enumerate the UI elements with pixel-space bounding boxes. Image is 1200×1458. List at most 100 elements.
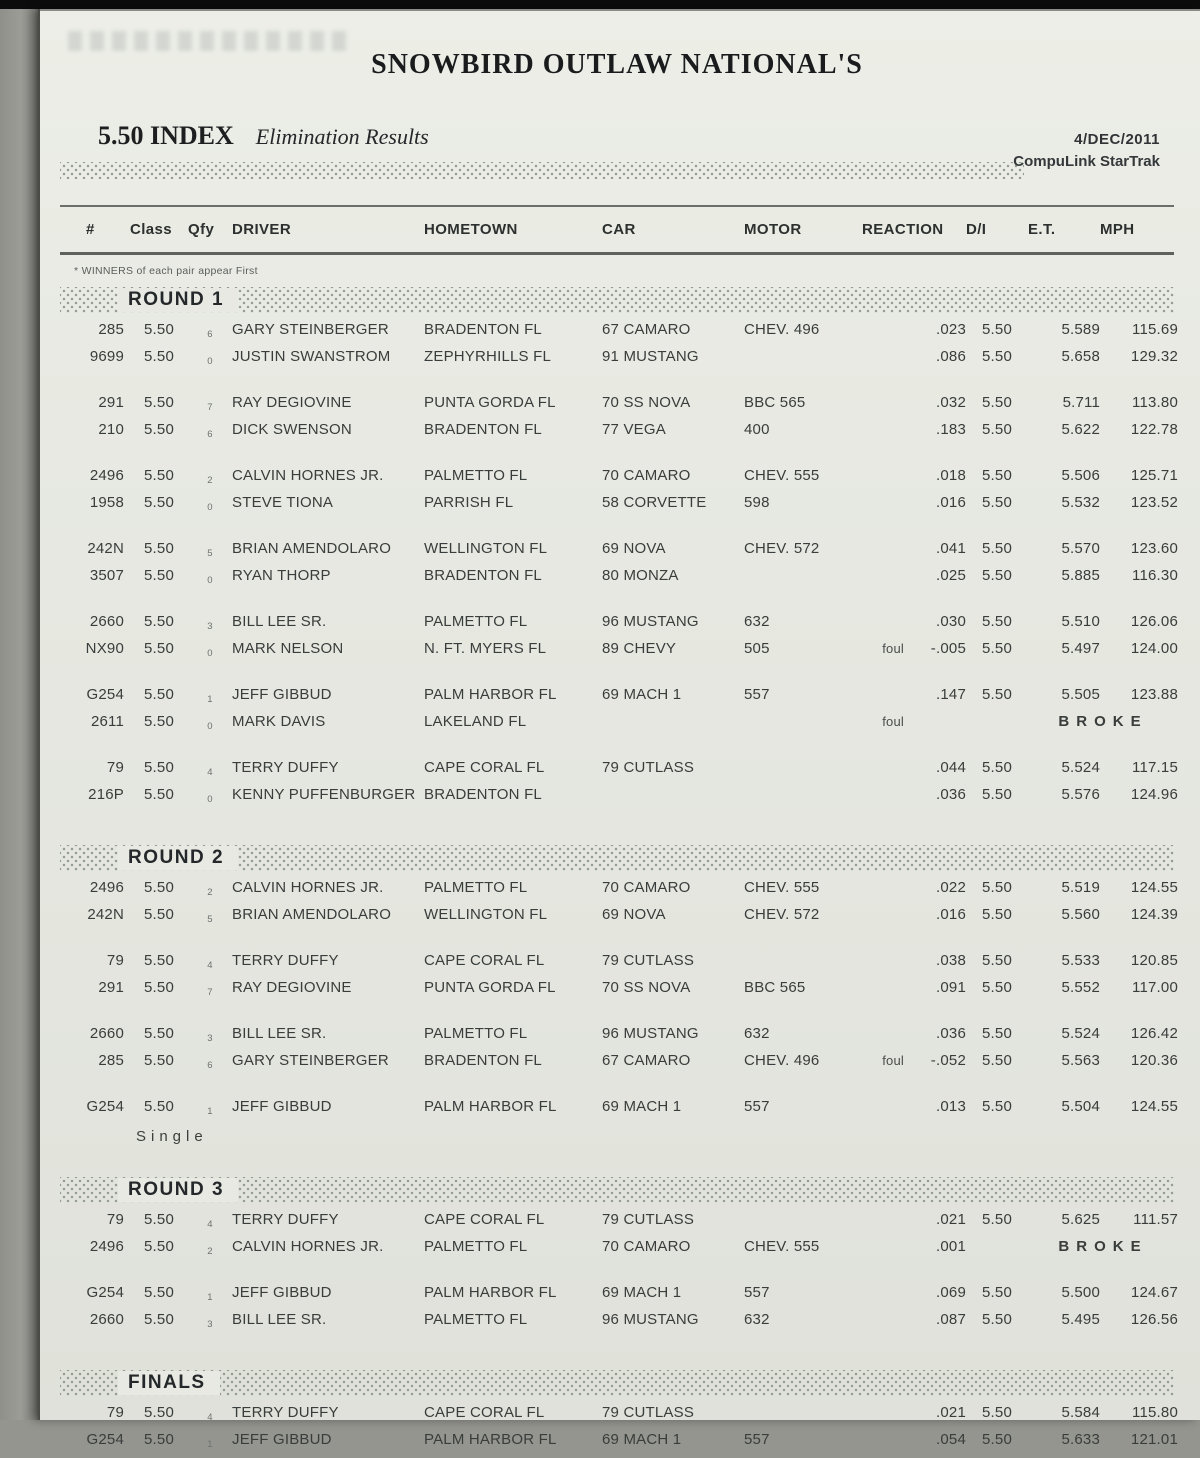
qualify-position: 6	[207, 429, 213, 440]
hometown: BRADENTON FL	[424, 786, 542, 803]
speed-mph: 125.71	[1130, 467, 1178, 484]
result-row: 79 5.50 4 TERRY DUFFY CAPE CORAL FL 79 CUTLAS…	[60, 1211, 1178, 1238]
car-number: 210	[98, 421, 124, 438]
hometown: PALMETTO FL	[424, 1025, 528, 1042]
speed-mph: 124.55	[1130, 1098, 1178, 1115]
car-number: 79	[106, 1404, 124, 1421]
elapsed-time: 5.658	[1061, 348, 1100, 365]
car-model: 79 CUTLASS	[602, 759, 695, 776]
class-value: 5.50	[144, 1025, 174, 1042]
hometown: ZEPHYRHILLS FL	[424, 348, 552, 365]
driver-name: JUSTIN SWANSTROM	[232, 348, 391, 365]
qualify-position: 3	[207, 621, 213, 632]
hometown: CAPE CORAL FL	[424, 1211, 545, 1228]
car-number: 216P	[88, 786, 124, 803]
hometown: LAKELAND FL	[424, 713, 527, 730]
car-model: 69 NOVA	[602, 540, 666, 557]
single-bye-note: Single	[136, 1128, 208, 1145]
col-header-et: E.T.	[1028, 221, 1056, 238]
dial-in: 5.50	[982, 1404, 1012, 1421]
elapsed-time: 5.563	[1061, 1052, 1100, 1069]
car-number: G254	[86, 1431, 124, 1448]
results-sections: ROUND 1 285 5.50 6 GARY STEINBERGER BRADENTON…	[60, 287, 1178, 1458]
result-row: 2660 5.50 3 BILL LEE SR. PALMETTO FL 96 MUSTA…	[60, 1025, 1178, 1052]
motor-size: 557	[744, 1098, 770, 1115]
race-pair: 291 5.50 7 RAY DEGIOVINE PUNTA GORDA FL 70 SS…	[60, 394, 1177, 448]
dial-in: 5.50	[982, 1211, 1012, 1228]
class-value: 5.50	[144, 540, 174, 557]
class-value: 5.50	[144, 1211, 174, 1228]
qualify-position: 4	[207, 767, 213, 778]
round-section: FINALS 79 5.50 4 TERRY DUFFY CAPE CORAL FL 79 …	[60, 1370, 1178, 1458]
car-model: 69 MACH 1	[602, 686, 682, 703]
hometown: BRADENTON FL	[424, 421, 542, 438]
hometown: PUNTA GORDA FL	[424, 979, 556, 996]
car-number: G254	[86, 1284, 124, 1301]
hometown: PALMETTO FL	[424, 467, 528, 484]
dial-in: 5.50	[982, 879, 1012, 896]
car-number: G254	[86, 686, 124, 703]
qualify-position: 0	[207, 356, 213, 367]
car-number: 242N	[87, 540, 124, 557]
qualify-position: 0	[207, 794, 213, 805]
motor-size: 632	[744, 1311, 770, 1328]
car-number: 2496	[89, 467, 124, 484]
elapsed-time: BROKE	[1058, 713, 1148, 730]
car-model: 96 MUSTANG	[602, 1025, 699, 1042]
elapsed-time: 5.622	[1061, 421, 1100, 438]
reaction-time: .069	[936, 1284, 966, 1301]
driver-name: STEVE TIONA	[232, 494, 334, 511]
reaction-time: .091	[936, 979, 966, 996]
car-model: 79 CUTLASS	[602, 952, 695, 969]
hometown: PALMETTO FL	[424, 613, 528, 630]
elapsed-time: 5.524	[1061, 1025, 1100, 1042]
dial-in: 5.50	[982, 421, 1012, 438]
reaction-time: -.052	[930, 1052, 966, 1069]
result-row: 291 5.50 7 RAY DEGIOVINE PUNTA GORDA FL 70 SS…	[60, 394, 1177, 421]
reaction-time: .030	[936, 613, 966, 630]
race-pair: G254 5.50 1 JEFF GIBBUD PALM HARBOR FL 69 MAC…	[60, 1098, 1178, 1145]
result-row: 79 5.50 4 TERRY DUFFY CAPE CORAL FL 79 CUTLAS…	[60, 952, 1178, 979]
col-header-mph: MPH	[1100, 221, 1135, 238]
elapsed-time: 5.505	[1061, 686, 1100, 703]
result-row: G254 5.50 1 JEFF GIBBUD PALM HARBOR FL 69 MAC…	[60, 1098, 1178, 1125]
speed-mph: 122.78	[1130, 421, 1178, 438]
car-number: 2496	[89, 1238, 124, 1255]
round-header-band: ROUND 3	[60, 1177, 1174, 1203]
hometown: BRADENTON FL	[424, 567, 542, 584]
motor-size: 632	[744, 1025, 770, 1042]
reaction-time: .021	[936, 1404, 966, 1421]
race-pair: G254 5.50 1 JEFF GIBBUD PALM HARBOR FL 69 MAC…	[60, 686, 1178, 740]
qualify-position: 6	[207, 329, 213, 340]
elapsed-time: 5.500	[1061, 1284, 1100, 1301]
result-row: 2496 5.50 2 CALVIN HORNES JR. PALMETTO FL 70 …	[60, 467, 1178, 494]
qualify-position: 0	[207, 721, 213, 732]
motor-size: CHEV. 496	[744, 321, 820, 338]
header-rule-bottom	[60, 252, 1174, 255]
race-pair: 242N 5.50 5 BRIAN AMENDOLARO WELLINGTON FL 69…	[60, 540, 1177, 594]
car-model: 70 SS NOVA	[602, 394, 691, 411]
race-pair: 79 5.50 4 TERRY DUFFY CAPE CORAL FL 79 CUTLAS…	[60, 759, 1178, 813]
race-pair: 2660 5.50 3 BILL LEE SR. PALMETTO FL 96 MUSTA…	[60, 1025, 1178, 1079]
class-value: 5.50	[144, 394, 174, 411]
qualify-position: 1	[207, 1292, 213, 1303]
col-header-reaction: REACTION	[862, 221, 944, 238]
elapsed-time: 5.576	[1061, 786, 1100, 803]
reaction-time: -.005	[930, 640, 966, 657]
driver-name: RAY DEGIOVINE	[232, 394, 352, 411]
speed-mph: 113.80	[1132, 394, 1178, 411]
car-model: 58 CORVETTE	[602, 494, 707, 511]
driver-name: JEFF GIBBUD	[232, 1284, 332, 1301]
hometown: CAPE CORAL FL	[424, 759, 545, 776]
dial-in: 5.50	[982, 321, 1012, 338]
hometown: PALMETTO FL	[424, 879, 528, 896]
elapsed-time: 5.552	[1061, 979, 1100, 996]
reaction-time: .018	[936, 467, 966, 484]
reaction-time: .183	[936, 421, 966, 438]
car-number: 9699	[89, 348, 124, 365]
speed-mph: 120.36	[1130, 1052, 1178, 1069]
result-row: 285 5.50 6 GARY STEINBERGER BRADENTON FL 67 C…	[60, 321, 1177, 348]
reaction-time: .013	[936, 1098, 966, 1115]
col-header-hometown: HOMETOWN	[424, 221, 518, 238]
reaction-time: .147	[936, 686, 966, 703]
